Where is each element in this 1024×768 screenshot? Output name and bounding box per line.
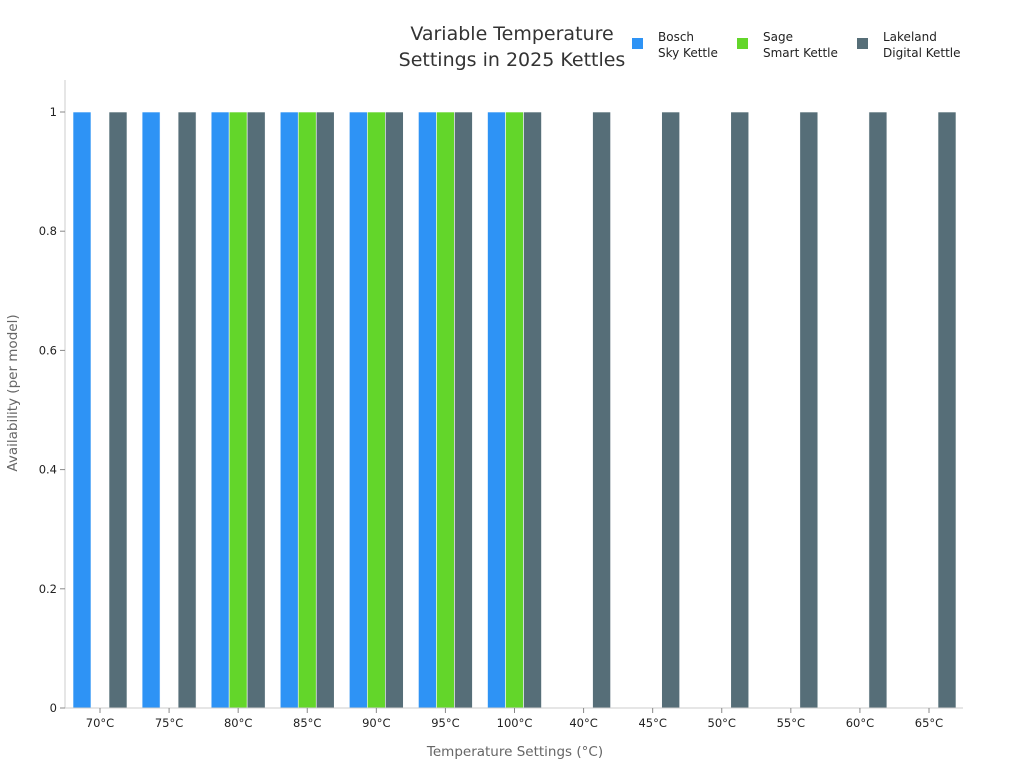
legend-label: Bosch [658,30,694,44]
y-axis-label: Availability (per model) [5,314,21,471]
bar-sage-smart-kettle-4 [367,111,386,709]
bar-lakeland-digital-kettle-2 [246,111,266,709]
y-tick-label: 0.2 [39,582,57,596]
bar-bosch-sky-kettle-0 [72,111,92,709]
bar-lakeland-digital-kettle-7 [592,111,611,709]
legend-swatch [737,38,748,49]
x-tick-label: 85°C [293,716,321,730]
x-tick-label: 70°C [86,716,114,730]
bar-bosch-sky-kettle-6 [487,111,506,709]
legend-label: Sky Kettle [658,46,718,60]
x-tick-label: 40°C [569,716,597,730]
y-tick-label: 0.6 [39,343,57,357]
bar-bosch-sky-kettle-5 [418,111,437,709]
legend-swatch [632,38,643,49]
bar-bosch-sky-kettle-4 [349,111,368,709]
x-tick-label: 45°C [638,716,666,730]
y-tick-label: 1 [50,105,57,119]
legend-label: Digital Kettle [883,46,961,60]
y-tick-label: 0.8 [39,224,57,238]
bar-lakeland-digital-kettle-5 [454,111,473,709]
legend-label: Lakeland [883,30,937,44]
bar-lakeland-digital-kettle-4 [385,111,404,709]
bar-lakeland-digital-kettle-11 [868,111,888,709]
x-tick-label: 95°C [431,716,459,730]
y-tick-label: 0.4 [39,463,57,477]
bar-lakeland-digital-kettle-1 [177,111,197,709]
bar-lakeland-digital-kettle-6 [523,111,542,709]
chart-title-line2: Settings in 2025 Kettles [399,49,626,71]
bar-lakeland-digital-kettle-0 [108,111,128,709]
bar-sage-smart-kettle-5 [436,111,455,709]
bar-sage-smart-kettle-6 [505,111,524,709]
bar-lakeland-digital-kettle-8 [661,111,680,709]
chart-title-line1: Variable Temperature [410,23,613,45]
y-tick-label: 0 [50,701,57,715]
bar-sage-smart-kettle-2 [228,111,248,709]
x-tick-label: 75°C [155,716,183,730]
x-tick-label: 80°C [224,716,252,730]
x-tick-label: 50°C [708,716,736,730]
bar-lakeland-digital-kettle-10 [799,111,819,709]
legend-swatch [857,38,868,49]
bar-bosch-sky-kettle-1 [141,111,161,709]
x-axis-label: Temperature Settings (°C) [426,744,603,760]
bar-lakeland-digital-kettle-3 [315,111,335,709]
bar-lakeland-digital-kettle-9 [730,111,750,709]
bar-sage-smart-kettle-3 [297,111,317,709]
legend-label: Sage [763,30,793,44]
bar-lakeland-digital-kettle-12 [937,111,957,709]
legend-label: Smart Kettle [763,46,838,60]
bar-bosch-sky-kettle-2 [210,111,230,709]
x-tick-label: 90°C [362,716,390,730]
x-tick-label: 65°C [915,716,943,730]
x-tick-label: 55°C [777,716,805,730]
x-tick-label: 100°C [497,716,533,730]
x-tick-label: 60°C [846,716,874,730]
bar-bosch-sky-kettle-3 [279,111,299,709]
